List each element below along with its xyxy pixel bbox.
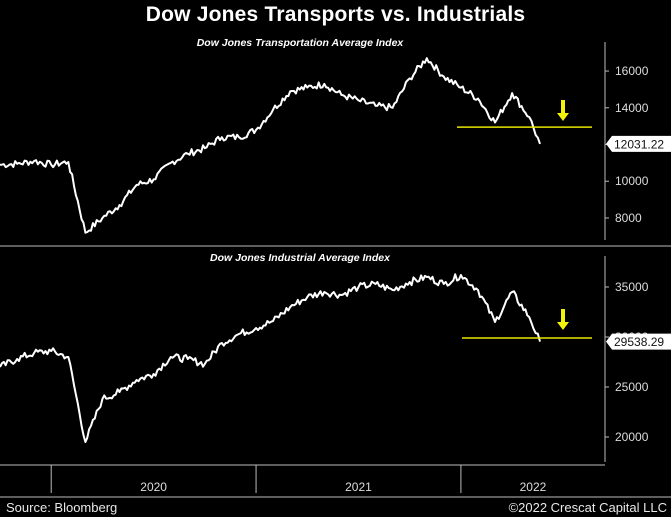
y-tick-label: 14000 xyxy=(615,101,649,115)
copyright-note: ©2022 Crescat Capital LLC xyxy=(508,500,667,515)
last-value-label: 12031.22 xyxy=(614,137,664,151)
down-arrow-icon xyxy=(557,100,569,121)
y-tick-label: 35000 xyxy=(615,280,649,294)
x-axis: 2020 2021 2022 xyxy=(0,245,671,498)
last-value-box xyxy=(606,135,671,152)
y-tick-label: 16000 xyxy=(615,64,649,78)
transports-panel: Dow Jones Transportation Average Index 80… xyxy=(0,37,671,240)
index-line xyxy=(0,273,541,443)
y-tick-label: 8000 xyxy=(615,211,642,225)
down-arrow-icon xyxy=(557,309,569,330)
y-tick-label: 20000 xyxy=(615,430,649,444)
x-tick-label: 2020 xyxy=(140,480,167,494)
panel-title: Dow Jones Industrial Average Index xyxy=(210,252,391,264)
source-note: Source: Bloomberg xyxy=(6,500,118,515)
y-tick-label: 25000 xyxy=(615,380,649,394)
x-tick-label: 2021 xyxy=(345,480,372,494)
last-value-box xyxy=(606,333,671,350)
chart-title: Dow Jones Transports vs. Industrials xyxy=(145,3,526,26)
last-value-label: 29538.29 xyxy=(614,335,664,349)
panel-title: Dow Jones Transportation Average Index xyxy=(197,37,405,49)
index-line xyxy=(0,57,541,234)
y-tick-label: 10000 xyxy=(615,174,649,188)
x-tick-label: 2022 xyxy=(520,480,547,494)
industrials-panel: Dow Jones Industrial Average Index 20000 2… xyxy=(0,252,671,462)
